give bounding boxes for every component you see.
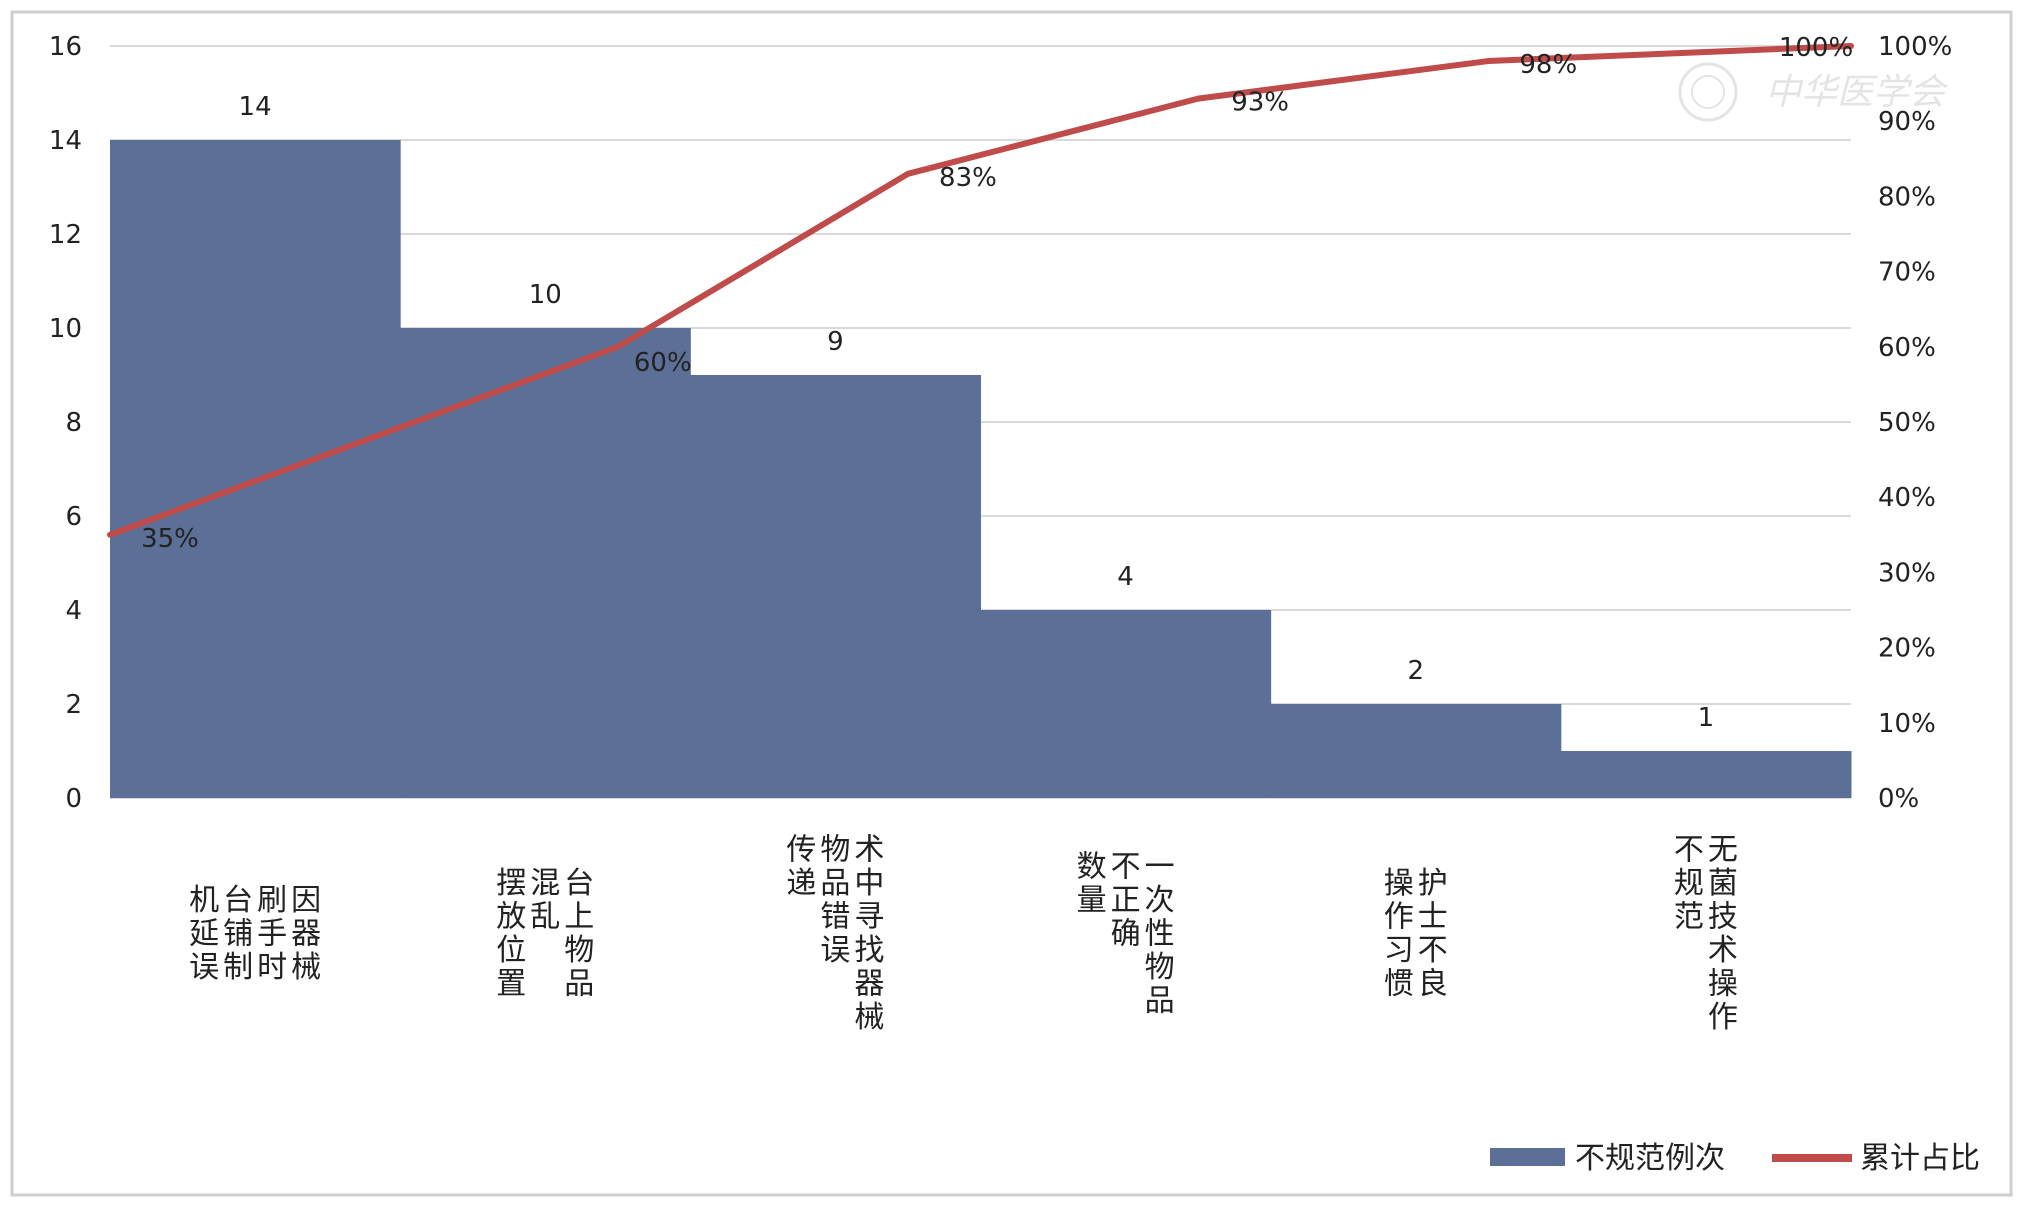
- watermark-seal-icon: [1678, 62, 1738, 122]
- bar-value-label: 14: [239, 92, 272, 122]
- category-label-column: 摆放位置: [496, 866, 526, 1002]
- left-axis-ticks: 0 2 4 6 8 10 12 14 16: [49, 32, 82, 814]
- category-label-column: 传递: [786, 833, 816, 902]
- bar: [980, 610, 1272, 798]
- category-label-column: 术中寻找器械: [854, 833, 884, 1036]
- right-axis-ticks: 0% 10% 20% 30% 40% 50% 60% 70% 80% 90% 100%: [1878, 32, 1952, 814]
- legend: 不规范例次 累计占比: [1490, 1141, 1980, 1176]
- line-value-label: 35%: [141, 524, 199, 554]
- right-axis-tick-label: 80%: [1878, 182, 1936, 212]
- category-label-column: 台铺制: [223, 883, 253, 985]
- category-label-column: 护士不良: [1418, 866, 1448, 1002]
- category-label-column: 无菌技术操作: [1708, 833, 1738, 1036]
- category-label-column: 因器械: [291, 883, 321, 985]
- right-axis-tick-label: 90%: [1878, 107, 1936, 137]
- line-point: [614, 343, 621, 350]
- line-point: [1848, 43, 1854, 49]
- watermark: 中华医学会: [1678, 62, 1949, 122]
- right-axis-tick-label: 70%: [1878, 258, 1936, 288]
- bar: [1560, 751, 1852, 798]
- category-label-column: 不正确: [1111, 849, 1141, 951]
- bar: [110, 140, 401, 798]
- left-axis-tick-label: 4: [65, 596, 82, 626]
- bar-value-label: 9: [827, 327, 844, 357]
- left-axis-tick-label: 8: [65, 408, 82, 438]
- bar: [690, 375, 981, 798]
- left-axis-tick-label: 0: [65, 784, 82, 814]
- legend-line-label: 累计占比: [1860, 1141, 1980, 1176]
- cumulative-line-series: [107, 43, 1854, 538]
- right-axis-tick-label: 20%: [1878, 634, 1936, 664]
- line-value-label: 60%: [634, 348, 692, 378]
- line-value-label: 100%: [1779, 33, 1853, 63]
- category-label-column: 不规范: [1674, 833, 1704, 935]
- bar-value-label: 1: [1698, 703, 1715, 733]
- line-value-label: 83%: [939, 163, 997, 193]
- left-axis-tick-label: 2: [65, 690, 82, 720]
- right-axis-tick-label: 0%: [1878, 784, 1919, 814]
- bar-value-label: 4: [1117, 562, 1134, 592]
- line-value-label: 98%: [1519, 50, 1577, 80]
- category-label-column: 一次性物品: [1145, 849, 1175, 1018]
- line-point: [1485, 58, 1492, 65]
- right-axis-tick-label: 30%: [1878, 558, 1936, 588]
- watermark-seal-inner-icon: [1691, 75, 1725, 109]
- legend-bar-label: 不规范例次: [1575, 1141, 1725, 1176]
- category-label-column: 混乱: [530, 866, 560, 935]
- line-point: [1195, 95, 1202, 102]
- right-axis-tick-label: 60%: [1878, 333, 1936, 363]
- line-data-labels: 35% 60% 83% 93% 98% 100%: [141, 33, 1853, 554]
- line-value-label: 93%: [1231, 88, 1289, 118]
- left-axis-tick-label: 12: [49, 220, 82, 250]
- bar-value-label: 2: [1407, 656, 1424, 686]
- right-axis-tick-label: 10%: [1878, 709, 1936, 739]
- line-point: [904, 170, 911, 177]
- bar: [400, 328, 691, 798]
- cumulative-line: [108, 43, 1852, 538]
- bar-value-label: 10: [529, 280, 562, 310]
- watermark-text: 中华医学会: [1765, 72, 1949, 113]
- line-point: [107, 531, 113, 538]
- left-axis-tick-label: 10: [49, 314, 82, 344]
- right-axis-tick-label: 100%: [1878, 32, 1952, 62]
- category-label-column: 台上物品: [564, 866, 594, 1002]
- legend-bar-swatch: [1490, 1148, 1565, 1166]
- bar: [1270, 704, 1562, 798]
- category-label-column: 数量: [1077, 849, 1107, 918]
- right-axis-tick-label: 40%: [1878, 483, 1936, 513]
- left-axis-tick-label: 16: [49, 32, 82, 62]
- category-label-column: 机延误: [189, 883, 219, 985]
- category-label-column: 操作习惯: [1384, 866, 1414, 1002]
- left-axis-tick-label: 14: [49, 126, 82, 156]
- category-label-column: 物品错误: [820, 833, 850, 969]
- category-label-column: 刷手时: [257, 883, 287, 985]
- right-axis-tick-label: 50%: [1878, 408, 1936, 438]
- left-axis-tick-label: 6: [65, 502, 82, 532]
- bar-data-labels: 14 10 9 4 2 1: [239, 92, 1715, 733]
